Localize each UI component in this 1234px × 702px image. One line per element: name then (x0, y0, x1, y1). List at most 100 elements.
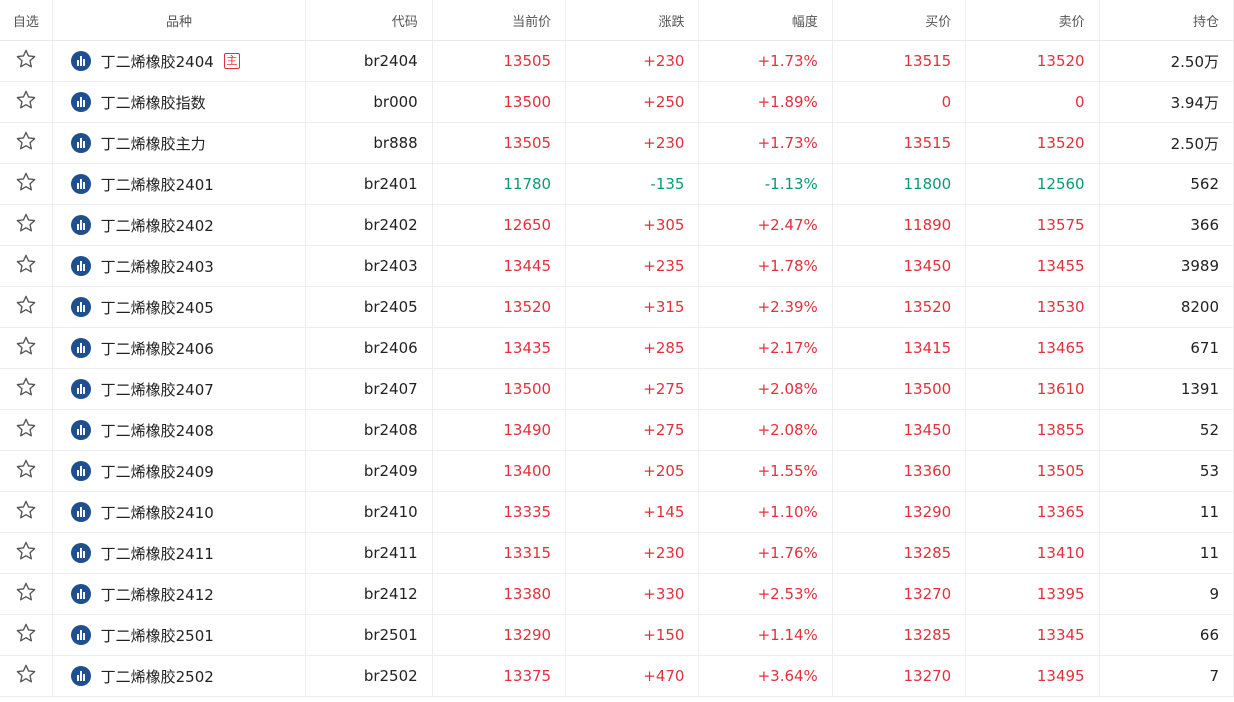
bid-price: 13290 (832, 491, 967, 533)
star-icon[interactable] (15, 376, 37, 402)
main-contract-badge: 主 (223, 53, 240, 69)
contract-name[interactable]: 丁二烯橡胶2401 (100, 175, 214, 194)
header-name: 品种 (52, 0, 307, 41)
chart-icon[interactable] (70, 338, 91, 358)
table-row[interactable]: 丁二烯橡胶2411 br2411 13315 +230 +1.76% 13285… (0, 532, 1234, 574)
star-icon[interactable] (15, 130, 37, 156)
favorite-cell (0, 409, 53, 451)
table-row[interactable]: 丁二烯橡胶2403 br2403 13445 +235 +1.78% 13450… (0, 245, 1234, 287)
table-row[interactable]: 丁二烯橡胶2410 br2410 13335 +145 +1.10% 13290… (0, 491, 1234, 533)
table-row[interactable]: 丁二烯橡胶主力 br888 13505 +230 +1.73% 13515 13… (0, 122, 1234, 164)
star-icon[interactable] (15, 89, 37, 115)
chart-icon[interactable] (70, 502, 91, 522)
header-change[interactable]: 涨跌 (565, 0, 700, 41)
table-row[interactable]: 丁二烯橡胶2407 br2407 13500 +275 +2.08% 13500… (0, 368, 1234, 410)
current-price: 13400 (432, 450, 567, 492)
contract-name[interactable]: 丁二烯橡胶2407 (100, 380, 214, 399)
contract-name[interactable]: 丁二烯橡胶2406 (100, 339, 214, 358)
star-icon[interactable] (15, 499, 37, 525)
contract-code: br2401 (305, 163, 433, 205)
table-row[interactable]: 丁二烯橡胶2501 br2501 13290 +150 +1.14% 13285… (0, 614, 1234, 656)
contract-code: br2404 (305, 40, 433, 82)
star-icon[interactable] (15, 417, 37, 443)
table-row[interactable]: 丁二烯橡胶2404 主 br2404 13505 +230 +1.73% 1351… (0, 40, 1234, 82)
table-row[interactable]: 丁二烯橡胶2402 br2402 12650 +305 +2.47% 11890… (0, 204, 1234, 246)
chart-icon[interactable] (70, 584, 91, 604)
price-change: +275 (565, 368, 700, 410)
bid-price: 13515 (832, 122, 967, 164)
contract-name[interactable]: 丁二烯橡胶指数 (100, 93, 206, 112)
star-icon[interactable] (15, 48, 37, 74)
contract-name[interactable]: 丁二烯橡胶2403 (100, 257, 214, 276)
chart-icon[interactable] (70, 215, 91, 235)
contract-name[interactable]: 丁二烯橡胶2404 (100, 52, 214, 71)
star-icon[interactable] (15, 212, 37, 238)
ask-price: 13575 (965, 204, 1100, 246)
contract-name[interactable]: 丁二烯橡胶2411 (100, 544, 214, 563)
star-icon[interactable] (15, 335, 37, 361)
chart-icon[interactable] (70, 543, 91, 563)
star-icon[interactable] (15, 581, 37, 607)
name-cell: 丁二烯橡胶2501 (52, 614, 307, 656)
header-ask[interactable]: 卖价 (965, 0, 1100, 41)
table-row[interactable]: 丁二烯橡胶指数 br000 13500 +250 +1.89% 0 0 3.94… (0, 81, 1234, 123)
contract-code: br2405 (305, 286, 433, 328)
chart-icon[interactable] (70, 461, 91, 481)
name-cell: 丁二烯橡胶2404 主 (52, 40, 307, 82)
header-bid[interactable]: 买价 (832, 0, 967, 41)
header-pct[interactable]: 幅度 (698, 0, 833, 41)
star-icon[interactable] (15, 540, 37, 566)
name-cell: 丁二烯橡胶2406 (52, 327, 307, 369)
chart-icon[interactable] (70, 133, 91, 153)
current-price: 13520 (432, 286, 567, 328)
star-icon[interactable] (15, 171, 37, 197)
contract-name[interactable]: 丁二烯橡胶2410 (100, 503, 214, 522)
star-icon[interactable] (15, 294, 37, 320)
open-interest: 52 (1099, 409, 1234, 451)
contract-name[interactable]: 丁二烯橡胶2405 (100, 298, 214, 317)
star-icon[interactable] (15, 253, 37, 279)
current-price: 13380 (432, 573, 567, 615)
contract-code: br2407 (305, 368, 433, 410)
contract-name[interactable]: 丁二烯橡胶2409 (100, 462, 214, 481)
contract-name[interactable]: 丁二烯橡胶2502 (100, 667, 214, 686)
price-change: +285 (565, 327, 700, 369)
table-row[interactable]: 丁二烯橡胶2409 br2409 13400 +205 +1.55% 13360… (0, 450, 1234, 492)
chart-icon[interactable] (70, 92, 91, 112)
contract-name[interactable]: 丁二烯橡胶2412 (100, 585, 214, 604)
ask-price: 13365 (965, 491, 1100, 533)
favorite-cell (0, 81, 53, 123)
chart-icon[interactable] (70, 297, 91, 317)
table-row[interactable]: 丁二烯橡胶2412 br2412 13380 +330 +2.53% 13270… (0, 573, 1234, 615)
star-icon[interactable] (15, 622, 37, 648)
header-price[interactable]: 当前价 (432, 0, 567, 41)
price-change: +315 (565, 286, 700, 328)
table-row[interactable]: 丁二烯橡胶2406 br2406 13435 +285 +2.17% 13415… (0, 327, 1234, 369)
chart-icon[interactable] (70, 666, 91, 686)
chart-icon[interactable] (70, 174, 91, 194)
header-code[interactable]: 代码 (305, 0, 433, 41)
bid-price: 13500 (832, 368, 967, 410)
table-row[interactable]: 丁二烯橡胶2401 br2401 11780 -135 -1.13% 11800… (0, 163, 1234, 205)
contract-name[interactable]: 丁二烯橡胶主力 (100, 134, 206, 153)
chart-icon[interactable] (70, 256, 91, 276)
chart-icon[interactable] (70, 625, 91, 645)
contract-name[interactable]: 丁二烯橡胶2402 (100, 216, 214, 235)
chart-icon[interactable] (70, 420, 91, 440)
chart-icon[interactable] (70, 379, 91, 399)
chart-icon[interactable] (70, 51, 91, 71)
price-change: +230 (565, 532, 700, 574)
contract-name[interactable]: 丁二烯橡胶2408 (100, 421, 214, 440)
star-icon[interactable] (15, 458, 37, 484)
open-interest: 7 (1099, 655, 1234, 697)
contract-name[interactable]: 丁二烯橡胶2501 (100, 626, 214, 645)
open-interest: 2.50万 (1099, 40, 1234, 82)
header-oi[interactable]: 持仓 (1099, 0, 1234, 41)
bid-price: 11800 (832, 163, 967, 205)
name-cell: 丁二烯橡胶2411 (52, 532, 307, 574)
table-row[interactable]: 丁二烯橡胶2405 br2405 13520 +315 +2.39% 13520… (0, 286, 1234, 328)
star-icon[interactable] (15, 663, 37, 689)
table-row[interactable]: 丁二烯橡胶2408 br2408 13490 +275 +2.08% 13450… (0, 409, 1234, 451)
current-price: 11780 (432, 163, 567, 205)
table-row[interactable]: 丁二烯橡胶2502 br2502 13375 +470 +3.64% 13270… (0, 655, 1234, 697)
